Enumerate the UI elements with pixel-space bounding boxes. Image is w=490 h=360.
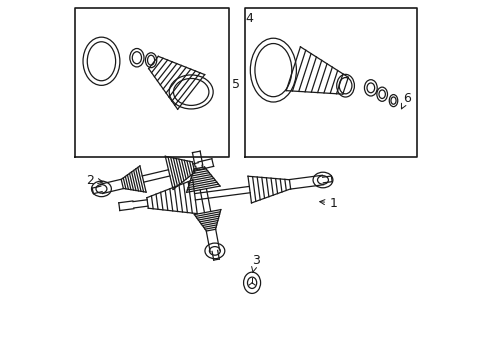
Text: 4: 4 <box>245 12 254 24</box>
Ellipse shape <box>92 181 111 197</box>
Text: 5: 5 <box>232 78 240 91</box>
Text: 6: 6 <box>401 92 411 109</box>
Text: 1: 1 <box>320 197 338 210</box>
Text: 2: 2 <box>87 174 103 186</box>
Ellipse shape <box>205 243 225 259</box>
Ellipse shape <box>313 172 333 188</box>
Text: 3: 3 <box>252 254 260 273</box>
